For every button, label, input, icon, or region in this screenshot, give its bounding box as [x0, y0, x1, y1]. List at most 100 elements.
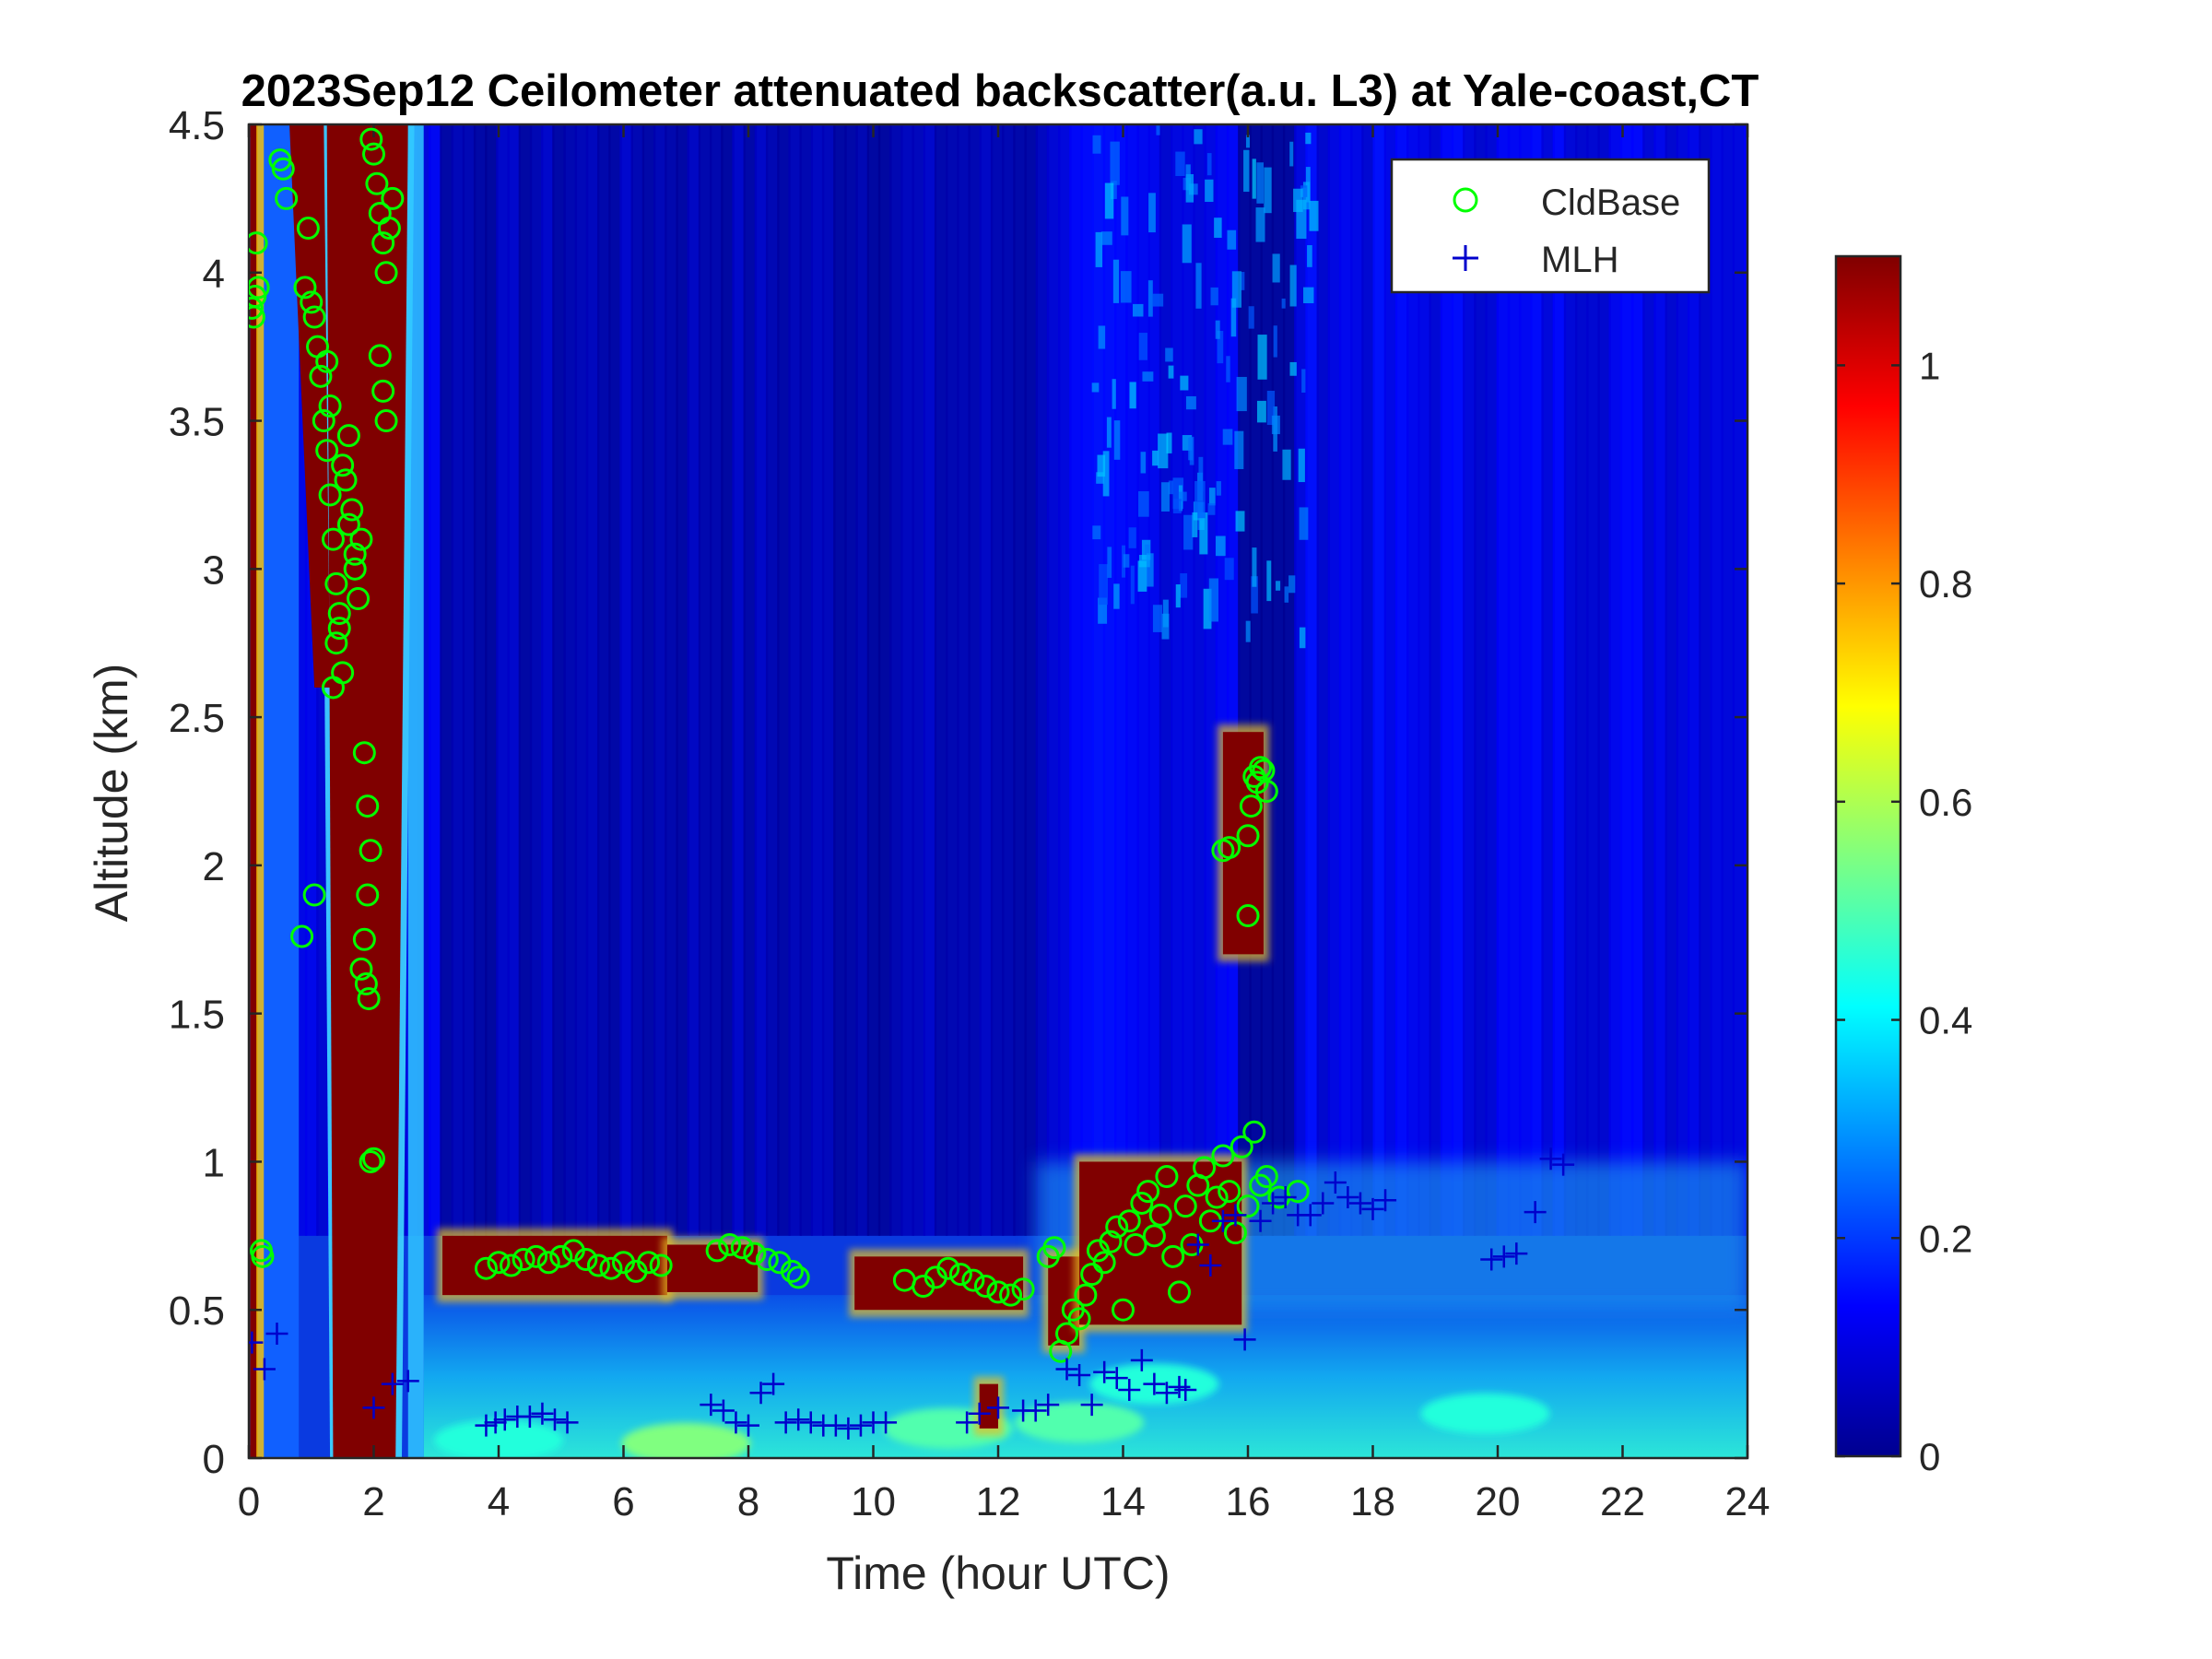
heatmap-speckle — [1145, 544, 1150, 560]
heatmap-speckle — [1230, 298, 1237, 337]
heatmap-column-edge — [407, 124, 424, 1458]
heatmap-streak — [507, 124, 522, 1236]
heatmap-speckle — [1255, 207, 1265, 242]
mlh-point — [1324, 1171, 1347, 1194]
cldbase-point — [1218, 1180, 1241, 1204]
heatmap-speckle — [1146, 553, 1154, 587]
heatmap-speckle — [1296, 199, 1307, 240]
heatmap-streak — [1653, 124, 1667, 1236]
heatmap-speckle — [1266, 390, 1276, 426]
heatmap-speckle — [1251, 576, 1258, 614]
heatmap-streak — [1147, 124, 1162, 1236]
mlh-point — [1249, 1209, 1272, 1232]
cldbase-point — [1239, 794, 1263, 818]
cldbase-point — [1236, 1194, 1260, 1218]
cldbase-point — [336, 512, 360, 536]
cldbase-point — [474, 1256, 498, 1280]
mlh-point — [1492, 1245, 1515, 1268]
heatmap-streak — [1271, 124, 1286, 1236]
mlh-point — [1374, 1189, 1397, 1212]
cldbase-point — [1055, 1322, 1079, 1346]
heatmap-speckle — [1152, 605, 1163, 632]
x-tick-label: 2 — [362, 1479, 384, 1524]
mlh-point — [1505, 1242, 1528, 1265]
mlh-point — [1174, 1379, 1197, 1402]
mlh-point — [1274, 1186, 1297, 1209]
heatmap-speckle — [1132, 303, 1144, 317]
chart-title: 2023Sep12 Ceilometer attenuated backscat… — [241, 66, 1759, 116]
heatmap-speckle — [1222, 429, 1233, 445]
cldbase-point — [268, 148, 292, 172]
heatmap-streak — [957, 124, 971, 1236]
heatmap-streak — [1282, 124, 1297, 1236]
heatmap-streak — [1552, 124, 1567, 1236]
cldbase-point — [549, 1244, 573, 1268]
heatmap-speckle — [1091, 382, 1100, 393]
heatmap-streak — [1619, 124, 1634, 1236]
heatmap-streak — [777, 124, 791, 1236]
heatmap-streak — [1563, 124, 1578, 1236]
heatmap-speckle — [1195, 263, 1202, 309]
mlh-point — [543, 1408, 566, 1431]
heatmap-speckle — [1096, 472, 1105, 484]
y-axis-label: Altitude (km) — [86, 664, 137, 923]
heatmap-speckle — [1245, 135, 1251, 148]
heatmap-speckle — [1165, 347, 1173, 362]
heatmap-streak — [1507, 124, 1522, 1236]
series-layer — [249, 127, 1575, 1440]
heatmap-speckle — [1161, 482, 1170, 512]
x-tick-label: 16 — [1226, 1479, 1271, 1524]
mlh-point — [484, 1411, 507, 1434]
mlh-point — [762, 1372, 785, 1395]
heatmap-speckle — [1217, 330, 1224, 364]
cldbase-point — [356, 883, 380, 907]
heatmap-speckle — [1241, 272, 1245, 290]
cldbase-point — [309, 364, 333, 388]
heatmap-speckle — [1256, 400, 1266, 423]
mlh-point — [1186, 1233, 1209, 1256]
heatmap-speckle — [1185, 395, 1196, 410]
cldbase-point — [1173, 1194, 1197, 1218]
cldbase-point — [349, 527, 373, 551]
mlh-point — [1130, 1348, 1153, 1371]
mlh-point — [956, 1411, 979, 1434]
mlh-point — [1155, 1382, 1178, 1405]
mlh-point — [1224, 1204, 1247, 1227]
mlh-point — [396, 1370, 419, 1393]
heatmap-streak — [1058, 124, 1072, 1236]
heatmap-speckle — [1179, 491, 1187, 501]
heatmap-speckle — [1137, 560, 1147, 592]
cldbase-point — [1080, 1263, 1104, 1287]
heatmap-speckle — [1112, 259, 1120, 303]
colorbar-tick-label: 0.6 — [1919, 781, 1972, 824]
legend-cldbase-marker — [1453, 187, 1478, 213]
heatmap-streak — [1575, 124, 1589, 1236]
y-tick-label: 1 — [203, 1140, 225, 1185]
heatmap-streak — [979, 124, 994, 1236]
cldbase-point — [973, 1274, 997, 1298]
cldbase-point — [1167, 1280, 1191, 1304]
x-tick-label: 4 — [488, 1479, 510, 1524]
heatmap-streak — [1406, 124, 1420, 1236]
heatmap-streak — [1136, 124, 1150, 1236]
heatmap-streak — [1327, 124, 1342, 1236]
heatmap-speckle — [1282, 449, 1291, 480]
cldbase-point — [1286, 1180, 1310, 1204]
mlh-point — [1211, 1209, 1234, 1232]
cldbase-point — [249, 231, 268, 255]
cldbase-point — [1218, 836, 1241, 860]
mlh-point — [1539, 1147, 1562, 1171]
mlh-point — [1037, 1394, 1060, 1417]
colorbar-tick-label: 0.2 — [1919, 1217, 1972, 1260]
cldbase-point — [368, 344, 392, 368]
heatmap-streak — [1372, 124, 1387, 1236]
cldbase-point — [1142, 1224, 1166, 1248]
mlh-point — [1336, 1186, 1359, 1209]
heatmap-streak — [1440, 124, 1454, 1236]
heatmap-streak — [1630, 124, 1645, 1236]
heatmap-streak — [563, 124, 578, 1236]
heatmap-speckle — [1234, 430, 1244, 469]
heatmap-streak — [429, 124, 442, 1236]
x-tick-label: 22 — [1600, 1479, 1645, 1524]
heatmap-streak — [1294, 124, 1308, 1236]
